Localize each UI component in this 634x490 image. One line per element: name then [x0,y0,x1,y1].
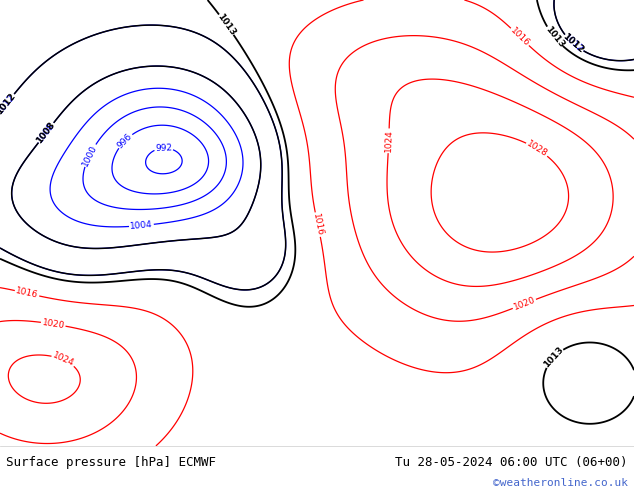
Text: 1013: 1013 [543,24,566,49]
Text: 1013: 1013 [216,12,237,37]
Text: 1004: 1004 [129,220,153,231]
Text: 1012: 1012 [0,92,17,116]
Text: 1016: 1016 [508,25,531,48]
Text: ©weatheronline.co.uk: ©weatheronline.co.uk [493,478,628,489]
Text: 1020: 1020 [41,318,65,330]
Text: 996: 996 [115,131,134,150]
Text: 992: 992 [155,144,172,153]
Text: 1024: 1024 [384,129,394,152]
Text: 1013: 1013 [542,345,566,370]
Text: 1012: 1012 [562,33,585,54]
Text: 1028: 1028 [525,139,549,159]
Text: Surface pressure [hPa] ECMWF: Surface pressure [hPa] ECMWF [6,456,216,469]
Text: 1016: 1016 [15,286,39,300]
Text: Tu 28-05-2024 06:00 UTC (06+00): Tu 28-05-2024 06:00 UTC (06+00) [395,456,628,469]
Text: 1020: 1020 [512,295,536,312]
Text: 1016: 1016 [311,213,325,237]
Text: 1008: 1008 [36,121,56,145]
Text: 1012: 1012 [561,32,586,55]
Text: 1012: 1012 [0,91,18,116]
Text: 1024: 1024 [51,351,75,368]
Text: 1000: 1000 [81,143,99,168]
Text: 1008: 1008 [35,120,57,145]
